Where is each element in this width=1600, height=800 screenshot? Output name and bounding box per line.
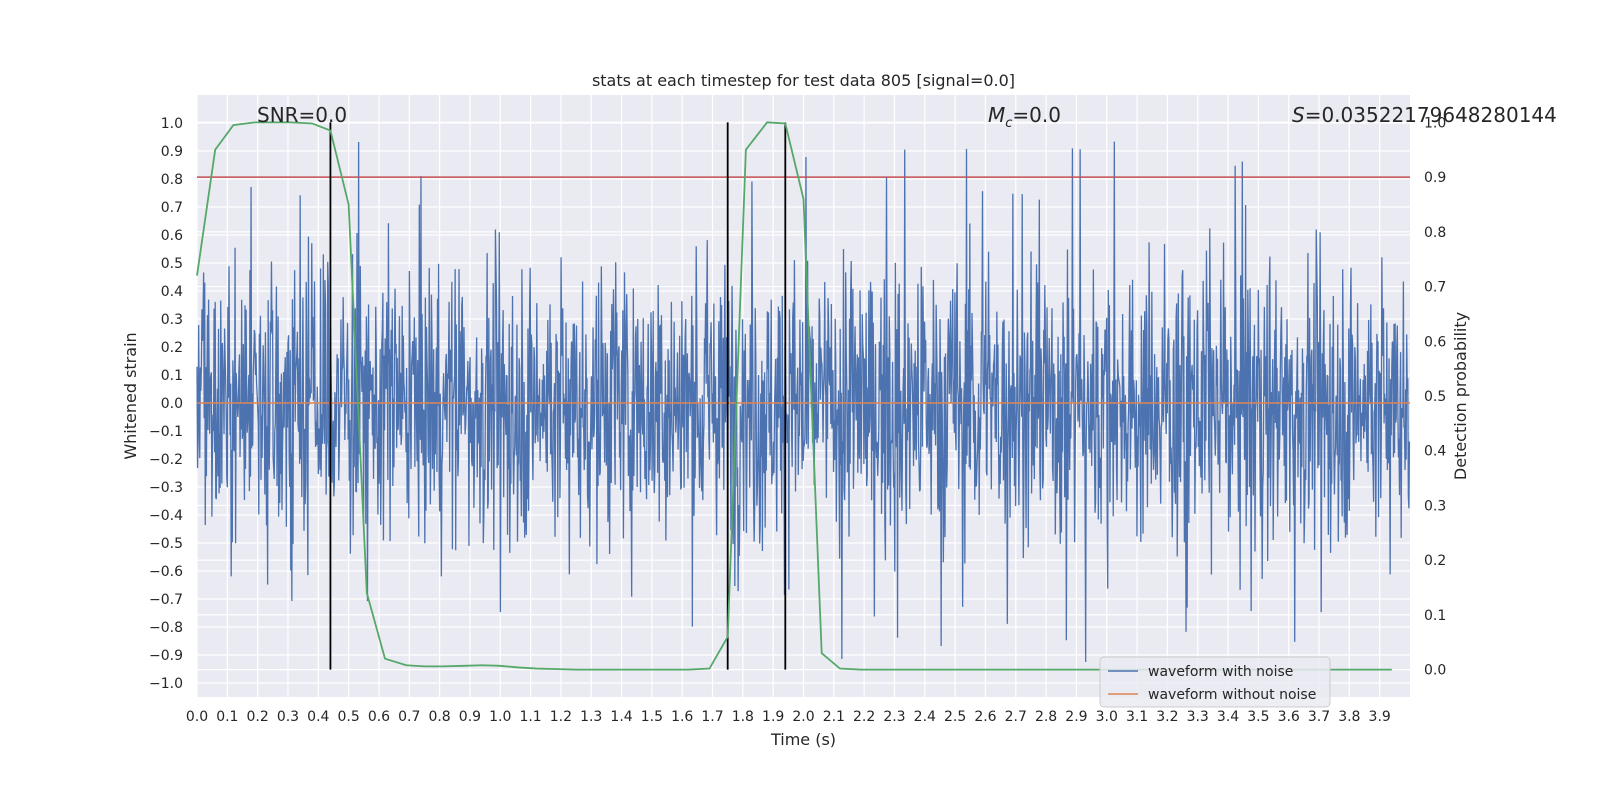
x-tick-label: 0.8 xyxy=(428,709,450,725)
y-right-tick-label: 0.8 xyxy=(1424,225,1446,241)
y-axis-right-label: Detection probability xyxy=(1451,312,1470,480)
legend-box xyxy=(1099,656,1331,708)
x-tick-label: 2.8 xyxy=(1035,709,1057,725)
x-tick-label: 1.6 xyxy=(671,709,693,725)
y-tick-label: −0.5 xyxy=(149,536,183,552)
annotation-score: S=0.03522179648280144 xyxy=(1292,103,1557,127)
y-tick-label: −0.7 xyxy=(149,592,183,608)
x-tick-label: 1.5 xyxy=(641,709,663,725)
y-tick-label: 1.0 xyxy=(161,116,183,132)
x-tick-label: 2.6 xyxy=(974,709,996,725)
y-tick-label: 0.1 xyxy=(161,368,183,384)
x-tick-label: 2.9 xyxy=(1065,709,1087,725)
y-right-tick-label: 0.4 xyxy=(1424,444,1446,460)
x-tick-label: 2.0 xyxy=(792,709,814,725)
annotation-chirp-mass: Mc=0.0 xyxy=(988,103,1061,131)
detection-probability-line xyxy=(196,121,1392,671)
series-waveform-with-noise xyxy=(196,141,1411,662)
y-right-tick-label: 1.0 xyxy=(1424,115,1446,131)
x-tick-label: 3.7 xyxy=(1308,709,1330,725)
y-tick-label: 0.6 xyxy=(161,228,183,244)
x-tick-label: 0.6 xyxy=(368,709,390,725)
annotation-s-symbol: S xyxy=(1292,103,1305,127)
x-tick-label: 0.3 xyxy=(277,709,299,725)
x-tick-label: 2.3 xyxy=(883,709,905,725)
x-tick-label: 3.2 xyxy=(1156,709,1178,725)
y-tick-label: 0.4 xyxy=(161,284,183,300)
x-tick-label: 0.7 xyxy=(398,709,420,725)
x-tick-label: 1.8 xyxy=(732,709,754,725)
y-right-tick-label: 0.6 xyxy=(1424,334,1446,350)
y-right-tick-label: 0.1 xyxy=(1424,608,1446,624)
y-right-tick-label: 0.7 xyxy=(1424,280,1446,296)
y-tick-label: 0.7 xyxy=(161,200,183,216)
y-tick-label: −1.0 xyxy=(149,676,183,692)
x-tick-label: 0.0 xyxy=(186,709,208,725)
x-tick-label: 2.1 xyxy=(823,709,845,725)
y-tick-label: 0.8 xyxy=(161,172,183,188)
x-tick-label: 3.5 xyxy=(1247,709,1269,725)
y-tick-label: 0.5 xyxy=(161,256,183,272)
x-tick-label: 0.2 xyxy=(247,709,269,725)
x-tick-label: 0.1 xyxy=(216,709,238,725)
x-tick-label: 3.1 xyxy=(1126,709,1148,725)
x-tick-label: 2.2 xyxy=(853,709,875,725)
overlay-lines xyxy=(196,121,1410,671)
x-tick-label: 2.7 xyxy=(1005,709,1027,725)
y-right-tick-label: 0.2 xyxy=(1424,553,1446,569)
y-tick-label: 0.0 xyxy=(161,396,183,412)
x-tick-label: 2.4 xyxy=(914,709,936,725)
y-tick-label: 0.3 xyxy=(161,312,183,328)
x-tick-label: 1.2 xyxy=(550,709,572,725)
y-tick-label: −0.1 xyxy=(149,424,183,440)
x-tick-label: 1.4 xyxy=(610,709,632,725)
annotation-snr: SNR=0.0 xyxy=(257,103,347,127)
annotation-mc-subscript: c xyxy=(1005,116,1012,131)
chart-title: stats at each timestep for test data 805… xyxy=(592,71,1015,90)
annotation-s-value: =0.03522179648280144 xyxy=(1305,103,1557,127)
y-right-tick-label: 0.5 xyxy=(1424,389,1446,405)
y-tick-label: −0.9 xyxy=(149,648,183,664)
x-axis-label: Time (s) xyxy=(770,730,836,749)
x-tick-label: 3.4 xyxy=(1217,709,1239,725)
x-tick-label: 3.6 xyxy=(1278,709,1300,725)
y-tick-label: −0.3 xyxy=(149,480,183,496)
annotation-mc-value: =0.0 xyxy=(1012,103,1061,127)
legend-entry-waveform-without-noise: waveform without noise xyxy=(1148,687,1316,703)
x-tick-label: 1.0 xyxy=(489,709,511,725)
y-right-tick-label: 0.3 xyxy=(1424,498,1446,514)
x-tick-label: 0.4 xyxy=(307,709,329,725)
x-tick-label: 3.3 xyxy=(1187,709,1209,725)
x-tick-label: 3.8 xyxy=(1338,709,1360,725)
x-tick-label: 2.5 xyxy=(944,709,966,725)
legend: waveform with noise waveform without noi… xyxy=(1099,656,1331,708)
x-tick-label: 3.0 xyxy=(1096,709,1118,725)
annotation-mc-symbol: M xyxy=(988,103,1005,127)
y-tick-label: 0.2 xyxy=(161,340,183,356)
y-tick-label: −0.4 xyxy=(149,508,183,524)
x-tick-label: 0.5 xyxy=(337,709,359,725)
x-tick-label: 3.9 xyxy=(1369,709,1391,725)
y-tick-label: −0.8 xyxy=(149,620,183,636)
x-tick-label: 1.1 xyxy=(519,709,541,725)
x-tick-label: 1.3 xyxy=(580,709,602,725)
y-right-tick-label: 0.0 xyxy=(1424,663,1446,679)
y-tick-label: −0.6 xyxy=(149,564,183,580)
x-tick-label: 0.9 xyxy=(459,709,481,725)
y-tick-label: 0.9 xyxy=(161,144,183,160)
y-axis-label: Whitened strain xyxy=(121,332,140,459)
axis-ticks: 0.0 0.1 0.2 0.3 0.4 0.5 0.6 0.7 0.8 0.9 1.0 1.1 1.2 1… xyxy=(149,115,1446,725)
x-tick-label: 1.7 xyxy=(701,709,723,725)
legend-entry-waveform-with-noise: waveform with noise xyxy=(1148,664,1293,680)
x-tick-label: 1.9 xyxy=(762,709,784,725)
y-tick-label: −0.2 xyxy=(149,452,183,468)
y-right-tick-label: 0.9 xyxy=(1424,170,1446,186)
waveform-with-noise-line xyxy=(196,141,1411,662)
